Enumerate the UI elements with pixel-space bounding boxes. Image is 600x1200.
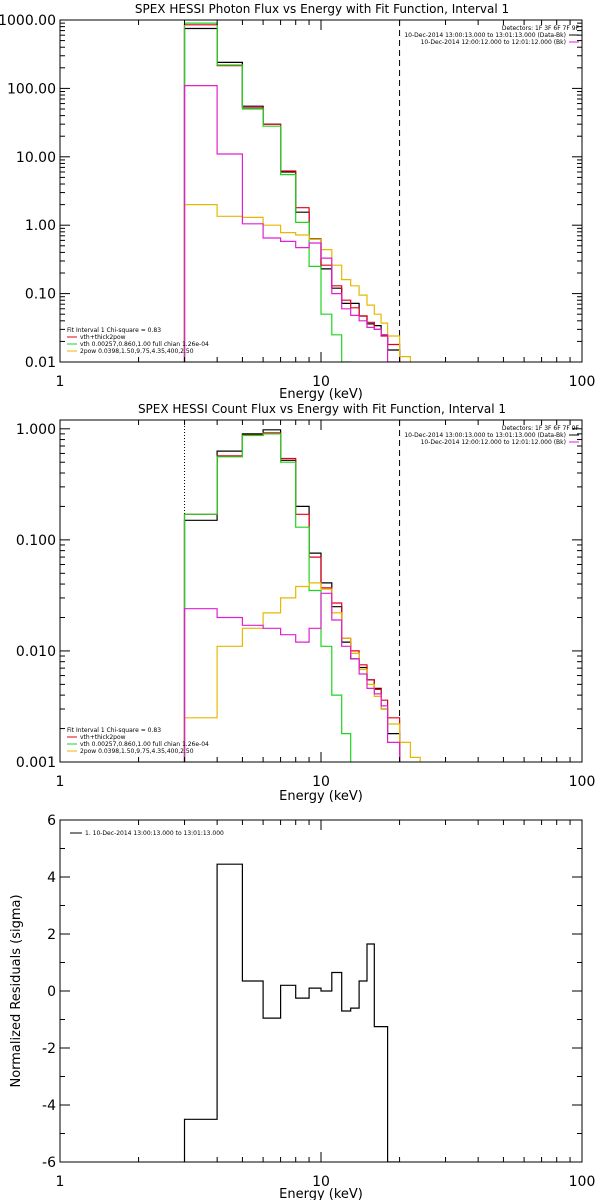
count-flux-x-tick-label: 100 — [569, 774, 596, 790]
count-flux-legend-entry: 10-Dec-2014 12:00:12.000 to 12:01:12.000… — [421, 439, 566, 446]
count-flux-legend-entry: 10-Dec-2014 13:00:13.000 to 13:01:13.000… — [404, 432, 566, 439]
residuals-series-residuals — [183, 863, 400, 1162]
photon-flux-title: SPEX HESSI Photon Flux vs Energy with Fi… — [135, 2, 509, 16]
residuals-y-tick-label: -4 — [42, 1098, 56, 1114]
count-flux-fit-legend-entry: vth+thick2pow — [80, 734, 126, 741]
residuals-y-tick-label: 6 — [47, 813, 56, 829]
count-flux-y-tick-label: 0.010 — [16, 644, 56, 660]
count-flux-y-tick-label: 0.100 — [16, 533, 56, 549]
photon-flux-y-tick-label: 1000.00 — [0, 13, 56, 29]
count-flux-series-vth — [183, 433, 352, 762]
residuals-x-tick-label: 10 — [312, 1174, 330, 1190]
photon-flux-y-tick-label: 10.00 — [16, 150, 56, 166]
photon-flux-fit-legend-entry: 2pow 0.0398,1.50,9.75,4.35,400,2.50 — [80, 348, 194, 355]
count-flux-marks-group — [183, 420, 421, 762]
residuals-y-tick-label: -2 — [42, 1041, 56, 1057]
count-flux-title: SPEX HESSI Count Flux vs Energy with Fit… — [138, 402, 506, 416]
photon-flux-y-tick-label: 0.10 — [25, 287, 56, 303]
count-flux-series-background — [183, 592, 401, 762]
photon-flux-fit-legend-entry: vth 0.00257,0.860,1.00 full chian 1.26e-… — [80, 341, 209, 348]
count-flux-x-tick-label: 10 — [312, 774, 330, 790]
photon-flux-y-tick-label: 1.00 — [25, 218, 56, 234]
count-flux-legend-detectors: Detectors: 1F 3F 6F 7F 9F — [502, 425, 580, 432]
photon-flux-x-tick-label: 10 — [312, 374, 330, 390]
residuals-legend-entry: 1. 10-Dec-2014 13:00:13.000 to 13:01:13.… — [85, 830, 224, 837]
photon-flux-y-tick-label: 100.00 — [7, 81, 56, 97]
photon-flux-legend-detectors: Detectors: 1F 3F 6F 7F 9F — [502, 25, 580, 32]
residuals-panel: 1 10 100 -6 -4 -2 0 2 4 6 Energy (keV) Normalized… — [9, 813, 595, 1200]
residuals-x-tick-label: 100 — [569, 1174, 596, 1190]
photon-flux-fit-legend-header: Fit Interval 1 Chi-square = 0.83 — [67, 327, 161, 334]
photon-flux-series-2pow — [183, 204, 411, 362]
residuals-y-tick-label: 4 — [47, 870, 56, 886]
count-flux-y-tick-label: 1.000 — [16, 422, 56, 438]
photon-flux-series-vth — [183, 22, 351, 362]
residuals-y-tick-label: 0 — [47, 984, 56, 1000]
residuals-marks-group — [183, 863, 400, 1162]
photon-flux-x-tick-label: 100 — [569, 374, 596, 390]
count-flux-y-tick-label: 0.001 — [16, 755, 56, 771]
residuals-x-axis-label: Energy (keV) — [279, 1187, 363, 1200]
photon-flux-x-tick-label: 1 — [56, 374, 65, 390]
count-flux-x-tick-label: 1 — [56, 774, 65, 790]
count-flux-x-axis-label: Energy (keV) — [279, 789, 363, 804]
photon-flux-marks-group — [183, 20, 411, 362]
photon-flux-x-axis-label: Energy (keV) — [279, 387, 363, 402]
photon-flux-fit-legend-entry: vth+thick2pow — [80, 334, 126, 341]
residuals-y-axis-label: Normalized Residuals (sigma) — [9, 894, 24, 1087]
photon-flux-panel: SPEX HESSI Photon Flux vs Energy with Fi… — [0, 2, 595, 402]
photon-flux-series-background — [183, 85, 400, 362]
photon-flux-legend-entry: 10-Dec-2014 13:00:13.000 to 13:01:13.000… — [404, 32, 566, 39]
count-flux-panel: SPEX HESSI Count Flux vs Energy with Fit… — [16, 402, 595, 804]
photon-flux-y-tick-label: 0.01 — [25, 355, 56, 371]
residuals-x-tick-label: 1 — [56, 1174, 65, 1190]
residuals-y-tick-label: -6 — [42, 1155, 56, 1171]
residuals-y-tick-label: 2 — [47, 927, 56, 943]
photon-flux-legend-entry: 10-Dec-2014 12:00:12.000 to 12:01:12.000… — [421, 39, 566, 46]
count-flux-fit-legend-entry: vth 0.00257,0.860,1.00 full chian 1.26e-… — [80, 741, 209, 748]
count-flux-fit-legend-entry: 2pow 0.0398,1.50,9.75,4.35,400,2.50 — [80, 748, 194, 755]
count-flux-fit-legend-header: Fit Interval 1 Chi-square = 0.83 — [67, 727, 161, 734]
